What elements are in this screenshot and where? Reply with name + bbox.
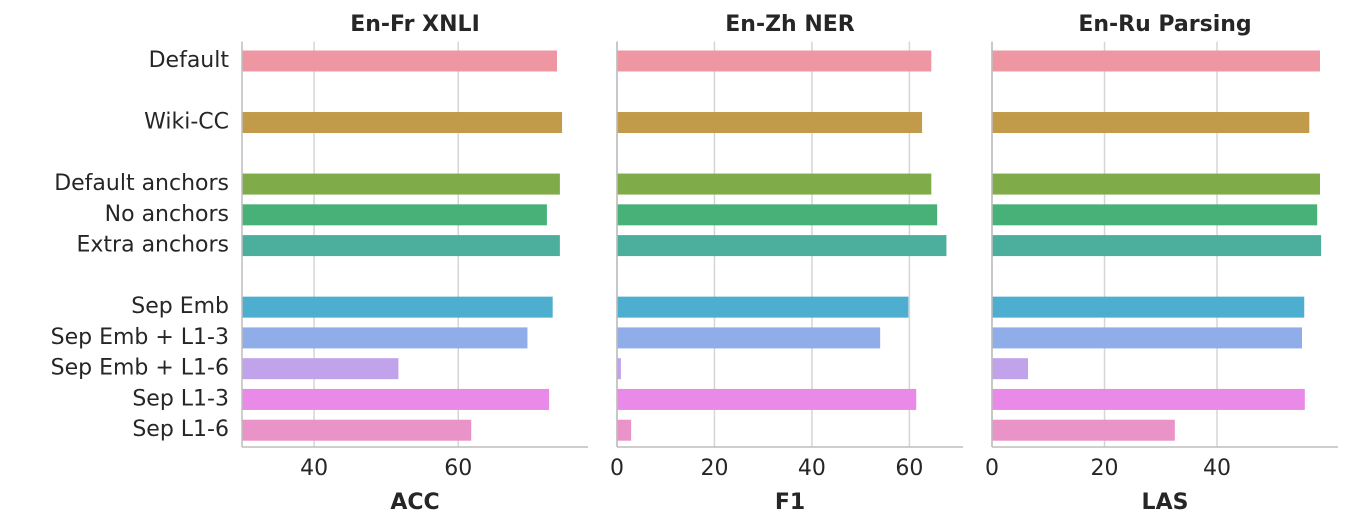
bar [992,327,1302,349]
x-axis-label: ACC [390,490,439,515]
bar [242,204,547,226]
x-tick-label: 0 [610,456,624,481]
bar [242,112,563,134]
bar [992,419,1175,441]
bar [992,173,1320,195]
bar [617,296,909,318]
bar [992,50,1320,72]
bar [992,235,1322,257]
x-tick-label: 60 [895,456,923,481]
x-tick-label: 40 [1203,456,1231,481]
bar [992,388,1305,410]
bar [242,388,550,410]
subplot-title: En-Ru Parsing [1078,12,1251,37]
bar [992,204,1318,226]
x-axis-label: F1 [775,490,805,515]
bar [617,419,632,441]
y-tick-label: Sep Emb + L1-6 [51,356,229,381]
y-tick-label: Sep Emb [131,294,229,319]
x-tick-label: 60 [444,456,472,481]
bar [617,235,947,257]
bar [242,296,553,318]
bar [617,388,917,410]
x-tick-label: 20 [1091,456,1119,481]
x-tick-label: 40 [798,456,826,481]
bar [242,358,399,380]
x-axis-label: LAS [1142,490,1189,515]
y-tick-label: No anchors [105,202,229,227]
y-tick-label: Wiki-CC [144,110,229,135]
y-tick-label: Extra anchors [77,233,230,258]
subplot-title: En-Fr XNLI [350,12,480,37]
bar [617,173,932,195]
x-tick-label: 0 [985,456,999,481]
x-tick-label: 40 [300,456,328,481]
y-tick-label: Sep Emb + L1-3 [51,325,229,350]
bar [242,50,558,72]
y-tick-label: Sep L1-6 [132,417,229,442]
bar [617,358,621,380]
bar [617,112,923,134]
y-tick-label: Sep L1-3 [132,386,229,411]
y-tick-label: Default [149,48,230,73]
bar [992,296,1305,318]
y-tick-label: Default anchors [54,171,229,196]
bar [242,419,472,441]
bar [992,358,1029,380]
bar [242,327,528,349]
bar [617,204,938,226]
bar [242,235,560,257]
bar [617,50,932,72]
bar [992,112,1310,134]
bar [242,173,560,195]
subplot-title: En-Zh NER [725,12,855,37]
bar [617,327,881,349]
x-tick-label: 20 [700,456,728,481]
